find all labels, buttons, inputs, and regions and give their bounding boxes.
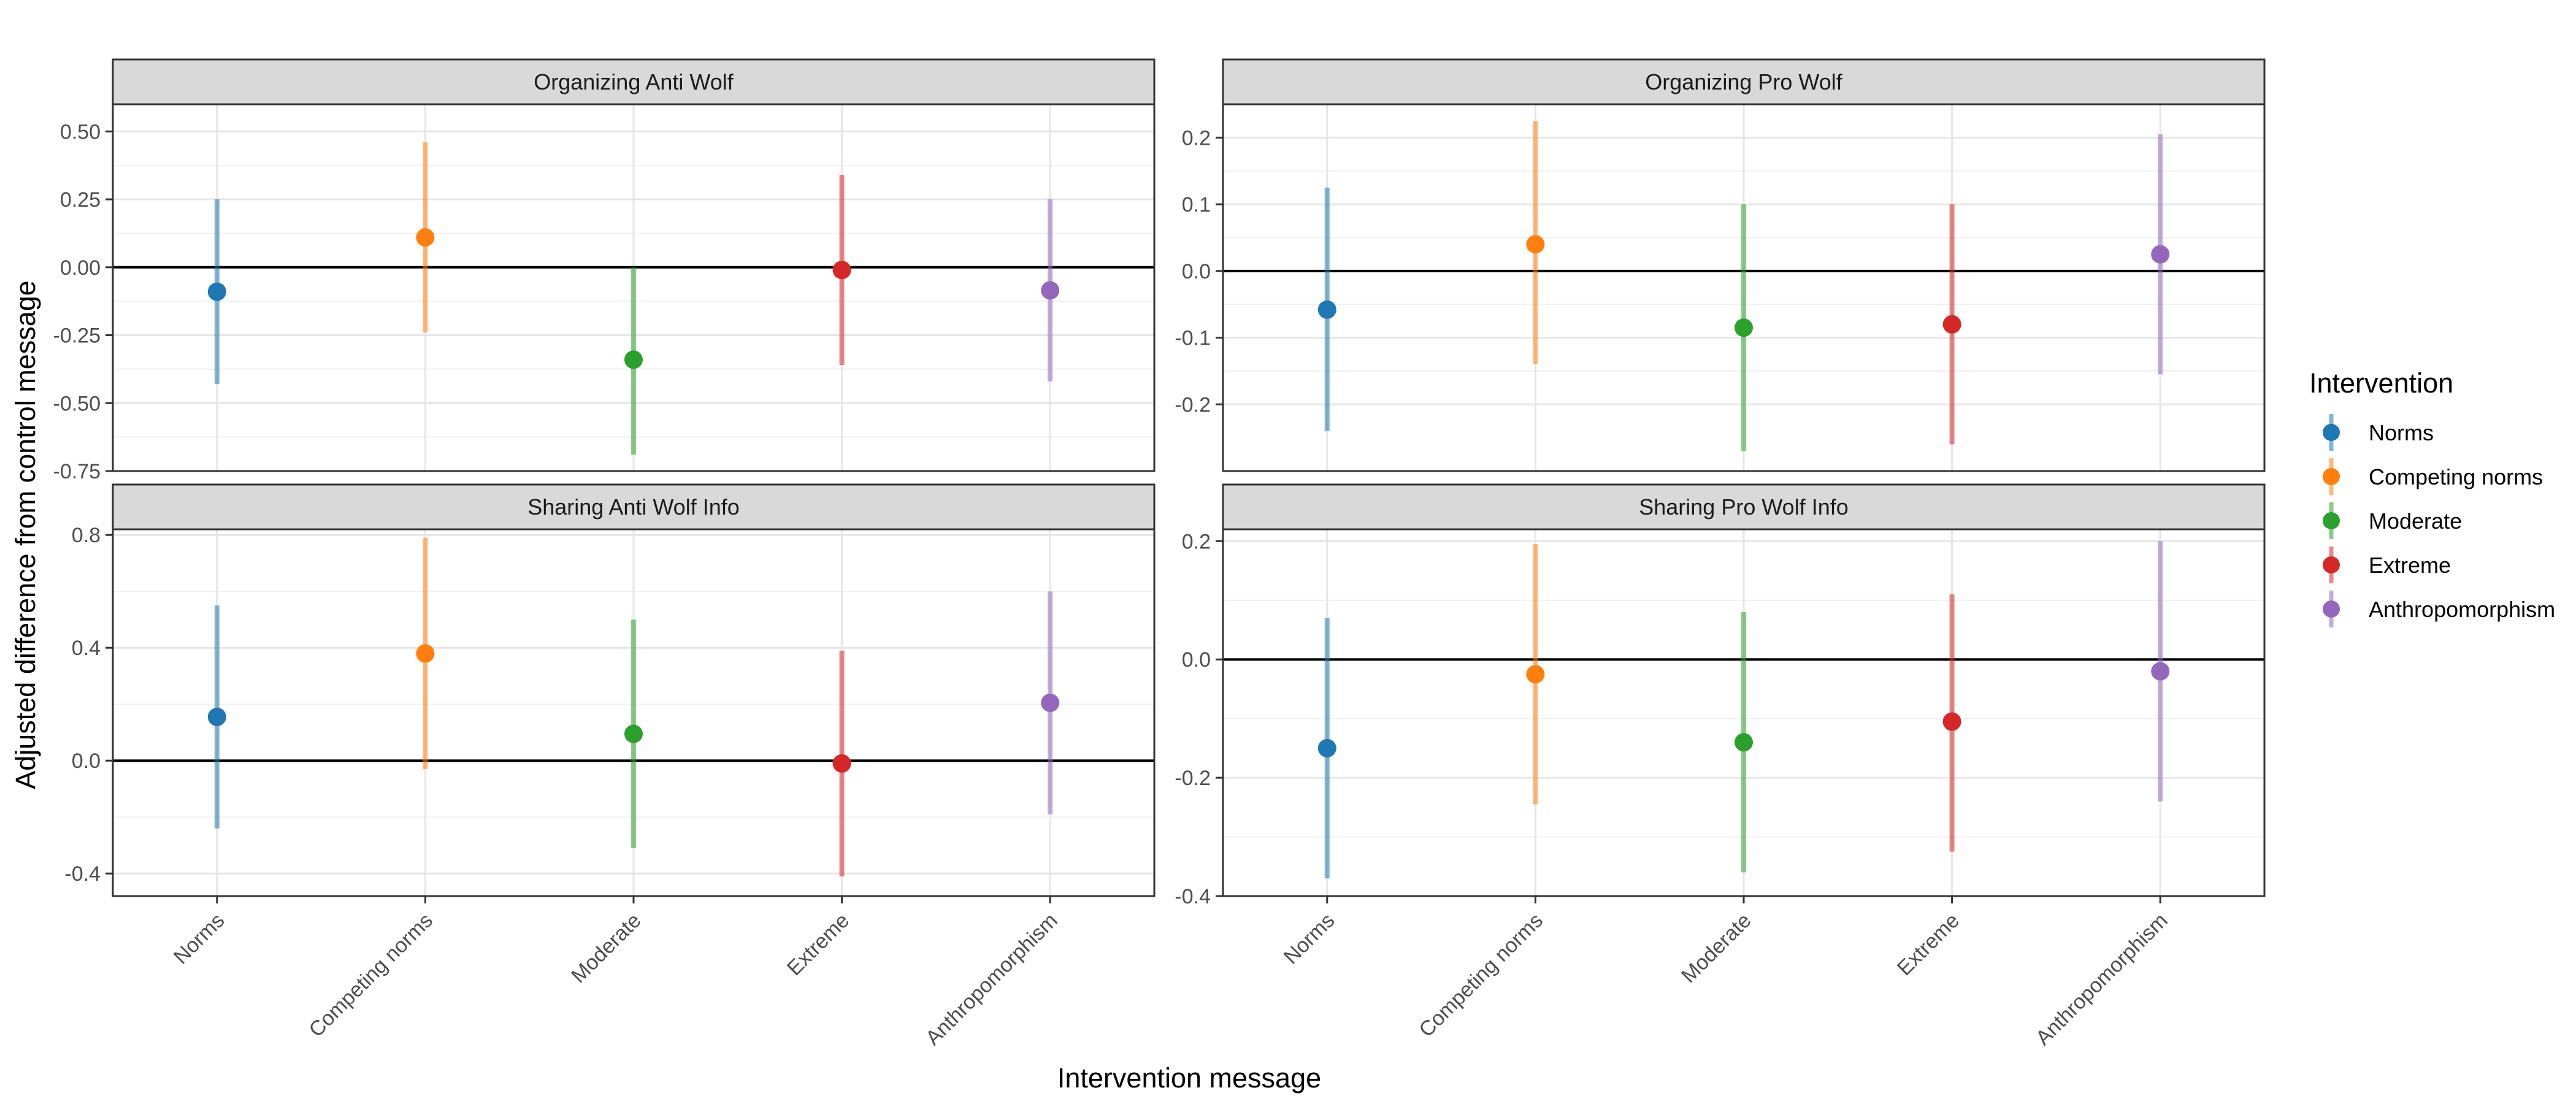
y-tick-label: -0.25 [53, 324, 101, 348]
facet-strip-label: Organizing Anti Wolf [534, 69, 734, 94]
facet-panel: Organizing Anti Wolf -0.75 -0.50 -0.25 0.00 0… [53, 58, 1156, 483]
legend-item-label: Moderate [2369, 508, 2462, 534]
panel-border [112, 103, 1156, 472]
y-tick-label: 0.0 [72, 749, 101, 773]
estimate-point [624, 724, 643, 743]
y-tick-label: -0.50 [53, 392, 101, 415]
legend-key-point [2323, 424, 2340, 441]
y-tick-label: 0.2 [1182, 530, 1211, 553]
y-axis-title: Adjusted difference from control message [10, 280, 41, 789]
x-tick-label: Extreme [783, 909, 854, 980]
estimate-point [207, 282, 226, 301]
estimate-point [832, 754, 851, 773]
estimate-point [1942, 315, 1961, 334]
facet-panel: Sharing Pro Wolf Info -0.4 -0.2 0.0 0.2 Norms… [1175, 483, 2266, 1050]
estimate-point [1041, 281, 1060, 300]
legend-title: Intervention [2309, 367, 2453, 399]
x-tick-label: Anthropomorphism [921, 909, 1062, 1050]
estimate-point [416, 644, 435, 663]
y-tick-label: -0.2 [1175, 393, 1211, 416]
legend-item-label: Norms [2369, 420, 2434, 445]
facet-panel: Sharing Anti Wolf Info -0.4 0.0 0.4 0.8 Norms… [64, 483, 1156, 1050]
y-tick-label: 0.2 [1182, 126, 1211, 150]
legend: Intervention Norms Competing norms Moderat… [2309, 367, 2555, 627]
y-tick-label: 0.0 [1182, 648, 1211, 672]
estimate-point [1526, 235, 1545, 254]
y-tick-label: -0.2 [1175, 767, 1211, 790]
estimate-point [1317, 738, 1336, 757]
y-tick-label: 0.0 [1182, 260, 1211, 283]
legend-item-label: Competing norms [2369, 464, 2543, 489]
estimate-point [207, 707, 226, 726]
facet-strip [112, 483, 1156, 531]
facet-strip-label: Sharing Anti Wolf Info [527, 494, 740, 519]
estimate-point [2151, 245, 2170, 264]
x-tick-label: Norms [1279, 909, 1340, 969]
facet-panel: Organizing Pro Wolf -0.2 -0.1 0.0 0.1 0.2 [1175, 58, 2266, 472]
estimate-point [832, 261, 851, 280]
y-tick-label: 0.25 [60, 188, 101, 212]
y-tick-label: 0.00 [60, 256, 101, 280]
estimate-point [1942, 712, 1961, 731]
estimate-point [2151, 662, 2170, 681]
estimate-point [1526, 665, 1545, 684]
x-tick-label: Moderate [1677, 909, 1755, 987]
x-axis-title: Intervention message [1057, 1062, 1321, 1094]
legend-item: Anthropomorphism [2323, 591, 2555, 627]
legend-item: Moderate [2323, 502, 2462, 539]
y-tick-label: -0.4 [64, 862, 101, 886]
estimate-point [624, 350, 643, 369]
facet-strip-label: Organizing Pro Wolf [1645, 69, 1842, 94]
y-tick-label: -0.1 [1175, 327, 1211, 350]
estimate-point [416, 228, 435, 247]
facet-strip [1222, 483, 2266, 531]
x-tick-label: Competing norms [1414, 909, 1547, 1042]
legend-key-point [2323, 600, 2340, 618]
estimate-point [1735, 318, 1753, 337]
facet-panels: Organizing Anti Wolf -0.75 -0.50 -0.25 0.00 0… [53, 58, 2266, 1050]
y-tick-label: -0.4 [1175, 885, 1211, 908]
facet-strip-label: Sharing Pro Wolf Info [1639, 494, 1849, 519]
facet-strip [112, 58, 1156, 105]
legend-item: Competing norms [2323, 458, 2543, 495]
y-tick-label: 0.8 [72, 524, 101, 547]
x-tick-label: Competing norms [304, 909, 437, 1042]
x-tick-label: Norms [169, 909, 229, 969]
y-tick-label: -0.75 [53, 460, 101, 483]
panel-border [1222, 103, 2266, 472]
estimate-point [1735, 733, 1753, 752]
estimate-point [1041, 693, 1060, 712]
x-tick-label: Extreme [1893, 909, 1964, 980]
x-tick-label: Anthropomorphism [2031, 909, 2172, 1050]
legend-key-point [2323, 512, 2340, 529]
legend-item-label: Extreme [2369, 553, 2451, 578]
legend-item: Extreme [2323, 546, 2451, 583]
legend-item: Norms [2323, 414, 2434, 451]
legend-key-point [2323, 468, 2340, 485]
y-tick-label: 0.4 [72, 637, 101, 660]
legend-key-point [2323, 556, 2340, 573]
legend-item-label: Anthropomorphism [2369, 597, 2555, 622]
x-tick-label: Moderate [567, 909, 645, 987]
estimate-point [1317, 300, 1336, 319]
y-tick-label: 0.1 [1182, 193, 1211, 217]
y-tick-label: 0.50 [60, 120, 101, 144]
